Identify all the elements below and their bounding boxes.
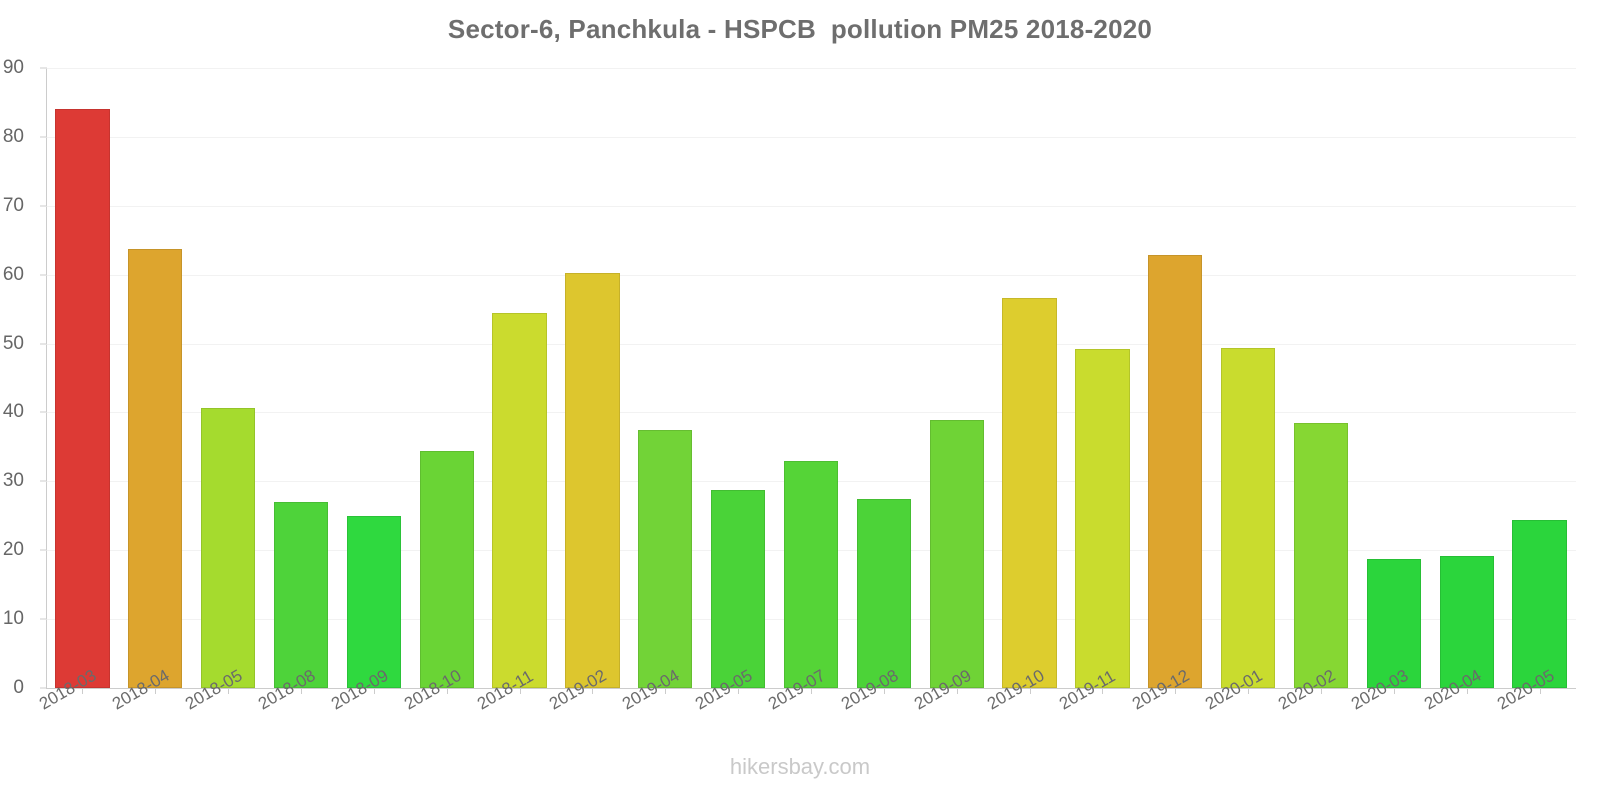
x-axis-tick-mark (228, 688, 230, 694)
y-axis-tick-label: 10 (2, 608, 24, 630)
bar-2019-08[interactable] (856, 498, 911, 688)
y-axis-tick-label: 80 (2, 125, 24, 147)
y-axis-tick-mark (40, 274, 47, 276)
x-axis-tick-mark (1248, 688, 1250, 694)
gridline (46, 136, 1576, 138)
y-axis-tick-label: 90 (2, 57, 24, 78)
x-axis-tick-mark (1029, 688, 1031, 694)
bar-2018-04[interactable] (128, 248, 183, 688)
bar-2018-11[interactable] (492, 312, 547, 688)
x-axis-tick-mark (811, 688, 812, 694)
x-axis-tick-mark (155, 688, 157, 694)
bar-2020-02[interactable] (1293, 422, 1349, 688)
y-axis-tick-mark (40, 687, 47, 689)
x-axis-tick-mark (446, 688, 448, 694)
y-axis-tick-mark (40, 67, 47, 69)
bar-2019-10[interactable] (1002, 298, 1057, 688)
y-axis-tick-mark (40, 549, 47, 551)
bar-2020-05[interactable] (1512, 519, 1567, 688)
y-axis-tick-label: 30 (2, 470, 24, 492)
y-axis-tick-label: 0 (13, 677, 24, 698)
x-axis-tick-mark (1175, 688, 1177, 694)
bar-2020-01[interactable] (1221, 347, 1276, 688)
gridline (46, 205, 1576, 207)
bar-2020-04[interactable] (1439, 556, 1494, 688)
y-axis-tick-mark (40, 343, 47, 345)
y-axis-tick-mark (40, 205, 47, 207)
y-axis-tick-label: 60 (2, 263, 24, 285)
y-axis-tick-label: 20 (2, 539, 24, 561)
x-axis-tick-mark (82, 688, 84, 694)
watermark-text: hikersbay.com (729, 754, 871, 779)
y-axis-tick-label: 40 (2, 401, 24, 423)
x-axis-tick-mark (665, 688, 667, 694)
x-axis-tick-mark (1466, 688, 1468, 694)
y-axis-line (46, 68, 47, 688)
x-axis-tick-mark (956, 688, 958, 694)
bar-2018-08[interactable] (273, 502, 329, 688)
chart-title: Sector-6, Panchkula - HSPCB pollution PM… (447, 14, 1153, 44)
bar-2019-12[interactable] (1148, 254, 1203, 688)
bar-2018-05[interactable] (201, 407, 256, 688)
bars-container (46, 68, 1576, 688)
gridline (46, 68, 1576, 69)
bar-2018-10[interactable] (419, 451, 474, 688)
x-axis-tick-mark (883, 688, 885, 694)
y-axis-tick-mark (40, 411, 47, 413)
x-axis-tick-mark (1321, 688, 1322, 694)
x-axis-tick-mark (301, 688, 302, 694)
bar-2018-03[interactable] (55, 109, 110, 688)
x-axis-tick-mark (1102, 688, 1104, 694)
bar-2019-02[interactable] (565, 272, 620, 688)
x-axis-tick-mark (1539, 688, 1541, 694)
bar-2019-04[interactable] (638, 430, 693, 688)
bar-2020-03[interactable] (1366, 558, 1421, 688)
gridline (46, 412, 1576, 414)
x-axis-tick-mark (519, 688, 521, 694)
gridline (46, 274, 1576, 276)
x-axis-tick-mark (373, 688, 375, 694)
bar-2018-09[interactable] (346, 516, 401, 688)
gridline (46, 343, 1576, 345)
y-axis-tick-label: 50 (2, 332, 24, 354)
bar-2019-05[interactable] (711, 489, 766, 688)
y-axis-tick-mark (40, 480, 47, 482)
x-axis-tick-mark (592, 688, 594, 694)
bar-2019-07[interactable] (783, 460, 839, 688)
x-axis-tick-mark (738, 688, 740, 694)
bar-2019-11[interactable] (1075, 349, 1130, 688)
bar-2019-09[interactable] (929, 420, 984, 688)
y-axis-tick-label: 70 (2, 194, 24, 216)
y-axis-tick-mark (40, 136, 47, 138)
y-axis-tick-mark (40, 618, 47, 620)
x-axis-tick-mark (1393, 688, 1395, 694)
